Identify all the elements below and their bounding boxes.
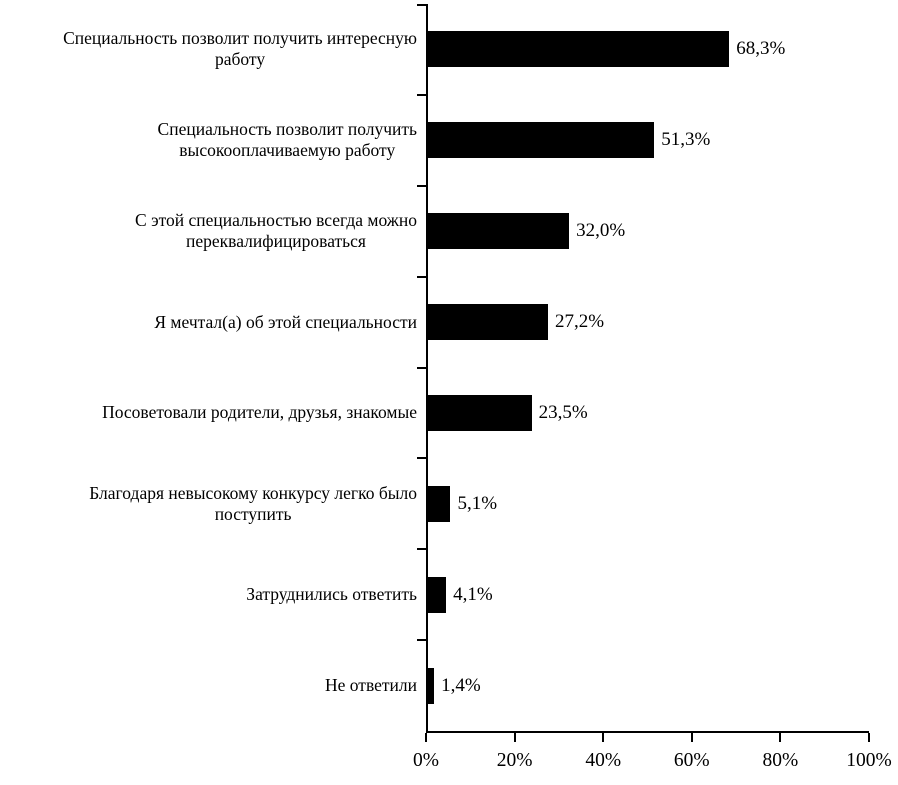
bar-value-label: 4,1% xyxy=(453,583,493,605)
x-axis-tick xyxy=(868,733,870,742)
bar xyxy=(428,122,655,159)
chart-row: Благодаря невысокому конкурсу легко было… xyxy=(0,457,898,550)
x-axis-tick xyxy=(690,733,693,742)
x-axis-tick xyxy=(779,733,782,742)
category-label: Посоветовали родители, друзья, знакомые xyxy=(102,402,417,423)
bar xyxy=(428,667,435,704)
chart-row: Специальность позволит получить высокооп… xyxy=(0,93,898,186)
chart-row: Посоветовали родители, друзья, знакомые … xyxy=(0,366,898,459)
x-axis-tick-label: 40% xyxy=(585,750,622,771)
category-label: Не ответили xyxy=(325,675,417,696)
category-label-cell: Благодаря невысокому конкурсу легко было… xyxy=(0,458,426,549)
category-label: Специальность позволит получить высокооп… xyxy=(157,119,417,161)
category-label-cell: Посоветовали родители, друзья, знакомые xyxy=(0,368,426,459)
plot-cell: 5,1% xyxy=(417,457,869,550)
plot-cell: 1,4% xyxy=(417,639,869,731)
x-axis-tick-label: 100% xyxy=(846,750,892,771)
plot-cell: 23,5% xyxy=(417,366,869,459)
category-label: Я мечтал(а) об этой специальности xyxy=(154,311,417,332)
y-axis-tick xyxy=(417,275,426,278)
bar-value-label: 5,1% xyxy=(457,492,498,514)
category-label: Благодаря невысокому конкурсу легко было… xyxy=(89,482,417,524)
x-axis-tick xyxy=(425,733,427,742)
bar-value-label: 23,5% xyxy=(538,401,588,423)
bar-value-label: 51,3% xyxy=(661,129,711,151)
plot-cell: 27,2% xyxy=(417,275,869,368)
plot-cell: 32,0% xyxy=(417,184,869,277)
category-label: С этой специальностью всегда можно перек… xyxy=(135,210,417,252)
bar xyxy=(428,394,532,431)
x-axis: 0% 20% 40% 60% 80% 100% xyxy=(413,731,892,781)
category-label: Затруднились ответить xyxy=(246,584,417,605)
bar xyxy=(428,31,730,68)
category-label-cell: С этой специальностью всегда можно перек… xyxy=(0,186,426,277)
x-axis-tick-label: 80% xyxy=(762,750,799,771)
category-label-cell: Специальность позволит получить интересн… xyxy=(0,4,426,95)
x-axis-tick xyxy=(602,733,605,742)
chart-row: Затруднились ответить 4,1% xyxy=(0,548,898,641)
y-axis-tick xyxy=(417,457,426,460)
category-label-cell: Я мечтал(а) об этой специальности xyxy=(0,277,426,368)
x-axis-tick xyxy=(513,733,516,742)
x-axis-tick-label: 60% xyxy=(673,750,710,771)
x-axis-tick-label: 0% xyxy=(413,750,439,771)
bar xyxy=(428,485,451,522)
chart-row: Я мечтал(а) об этой специальности 27,2% xyxy=(0,275,898,368)
category-label-cell: Не ответили xyxy=(0,640,426,731)
y-axis-tick xyxy=(417,4,426,6)
y-axis-tick xyxy=(417,366,426,369)
y-axis-tick xyxy=(417,93,426,96)
y-axis-tick xyxy=(417,639,426,642)
x-axis-tick-label: 20% xyxy=(496,750,533,771)
bar-value-label: 27,2% xyxy=(554,311,605,333)
bar xyxy=(428,304,548,341)
plot-cell: 4,1% xyxy=(417,548,869,641)
chart-row: С этой специальностью всегда можно перек… xyxy=(0,184,898,277)
category-label-cell: Специальность позволит получить высокооп… xyxy=(0,95,426,186)
y-axis-tick xyxy=(417,184,426,187)
category-label-cell: Затруднились ответить xyxy=(0,549,426,640)
bar-value-label: 32,0% xyxy=(576,220,626,242)
bar xyxy=(428,213,570,250)
bar xyxy=(428,576,447,613)
plot-cell: 51,3% xyxy=(417,93,869,186)
bar-value-label: 1,4% xyxy=(441,674,481,696)
chart-row: Не ответили 1,4% xyxy=(0,639,898,731)
category-label: Специальность позволит получить интересн… xyxy=(63,28,417,70)
bar-value-label: 68,3% xyxy=(736,38,786,60)
plot-cell: 68,3% xyxy=(417,4,869,95)
chart-row: Специальность позволит получить интересн… xyxy=(0,4,898,95)
y-axis-tick xyxy=(417,548,426,551)
